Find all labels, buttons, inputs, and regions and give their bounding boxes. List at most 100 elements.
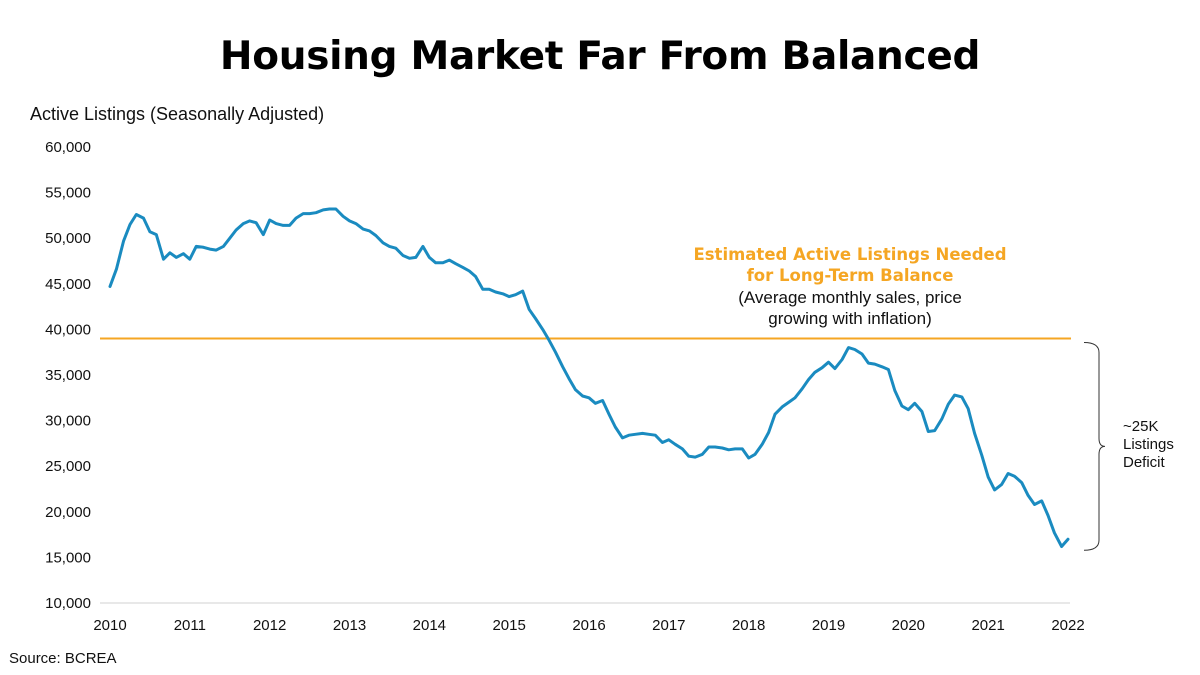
data-point (462, 266, 464, 269)
data-point (701, 453, 704, 456)
x-tick-label: 2015 (492, 617, 525, 634)
x-tick-label: 2020 (892, 617, 925, 634)
data-point (774, 413, 776, 416)
data-point (861, 353, 863, 355)
data-point (601, 399, 604, 402)
data-point (355, 222, 357, 225)
data-point (162, 258, 165, 261)
source-note: Source: BCREA (9, 650, 117, 667)
y-tick-label: 35,000 (45, 367, 91, 384)
data-point (1040, 500, 1043, 502)
x-tick-label: 2017 (652, 617, 685, 634)
data-point (342, 215, 344, 218)
data-point (182, 252, 185, 255)
data-point (395, 247, 397, 249)
data-point (288, 224, 291, 227)
data-point (681, 448, 684, 450)
data-point (821, 366, 823, 369)
data-point (734, 448, 736, 450)
data-point (129, 223, 131, 226)
data-point (229, 237, 231, 239)
data-point (115, 268, 118, 271)
data-point (661, 441, 664, 444)
data-point (973, 432, 976, 435)
data-point (262, 233, 265, 236)
data-point (149, 231, 151, 233)
data-point (362, 228, 364, 230)
data-point (1033, 503, 1036, 506)
data-point (574, 388, 577, 391)
data-point (654, 434, 657, 437)
y-axis-label: Active Listings (Seasonally Adjusted) (30, 104, 325, 124)
data-point (1027, 494, 1029, 497)
y-tick-label: 30,000 (45, 413, 91, 430)
data-point (807, 378, 810, 381)
data-point (202, 246, 205, 249)
data-point (302, 212, 305, 215)
data-point (907, 408, 910, 411)
data-point (628, 434, 630, 437)
data-point (295, 217, 297, 219)
data-point (195, 245, 197, 248)
data-point (448, 259, 451, 261)
data-point (1000, 483, 1003, 486)
data-point (474, 275, 477, 278)
y-tick-label: 50,000 (45, 230, 91, 247)
data-point (787, 401, 790, 404)
data-point (953, 394, 956, 396)
data-point (1053, 532, 1056, 534)
data-point (668, 439, 670, 441)
data-point (927, 430, 930, 433)
data-point (275, 222, 277, 225)
x-tick-label: 2010 (93, 617, 126, 634)
data-point (521, 290, 524, 292)
data-point (335, 208, 337, 210)
deficit-bracket (1083, 342, 1106, 551)
data-point (175, 256, 178, 259)
balance-annotation-title-2: for Long-Term Balance (747, 266, 954, 285)
x-tick-label: 2018 (732, 617, 765, 634)
data-point (727, 449, 730, 451)
data-point (408, 257, 411, 260)
x-tick-label: 2016 (572, 617, 605, 634)
data-point (315, 211, 317, 214)
x-tick-label: 2021 (971, 617, 1004, 634)
data-point (255, 221, 257, 224)
data-point (781, 406, 783, 408)
x-tick-label: 2011 (174, 617, 206, 634)
y-tick-label: 20,000 (45, 504, 91, 521)
x-tick-label: 2019 (812, 617, 845, 634)
data-point (741, 448, 744, 450)
data-point (422, 245, 424, 248)
data-point (967, 407, 969, 410)
data-point (534, 317, 537, 320)
data-point (588, 397, 590, 399)
data-point (468, 270, 471, 272)
data-point (428, 256, 431, 259)
data-point (794, 397, 796, 399)
data-point (747, 457, 750, 459)
data-point (568, 377, 570, 380)
chart-title: Housing Market Far From Balanced (219, 34, 981, 79)
data-point (434, 262, 437, 264)
y-tick-label: 60,000 (45, 139, 91, 156)
data-point (328, 208, 331, 210)
data-point (767, 431, 770, 434)
data-point (921, 410, 923, 413)
data-point (688, 455, 690, 458)
data-point (594, 402, 597, 405)
deficit-label-3: Deficit (1123, 454, 1166, 471)
data-point (109, 285, 111, 288)
data-point (122, 240, 125, 242)
data-point (415, 256, 417, 259)
data-point (721, 447, 724, 449)
data-point (282, 224, 285, 227)
x-tick-label: 2012 (253, 617, 286, 634)
data-point (209, 248, 211, 250)
data-point (514, 293, 517, 296)
data-point (933, 429, 936, 432)
data-point (648, 433, 650, 436)
data-point (508, 295, 511, 298)
data-point (841, 358, 843, 361)
